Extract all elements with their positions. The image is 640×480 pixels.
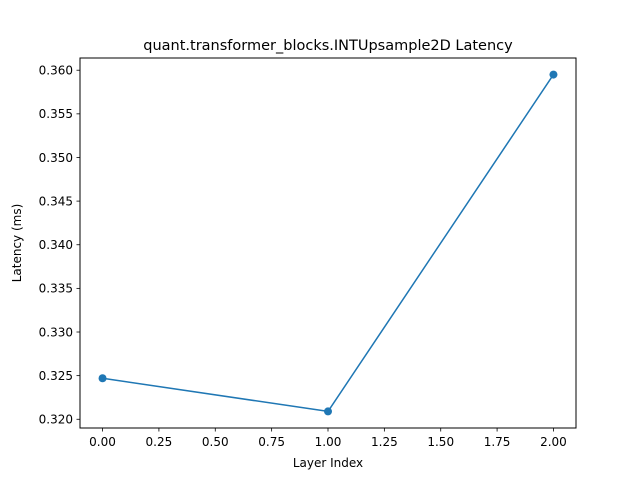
x-tick-label: 1.50 bbox=[427, 435, 454, 449]
y-tick-label: 0.330 bbox=[39, 325, 73, 339]
series-group bbox=[98, 70, 558, 416]
x-axis: 0.00 0.25 0.50 0.75 1.00 1.25 1.50 1.75 2.00 bbox=[89, 428, 567, 449]
x-tick-label: 1.25 bbox=[371, 435, 398, 449]
data-point bbox=[549, 70, 558, 79]
plot-frame bbox=[79, 57, 577, 429]
y-axis-label: Latency (ms) bbox=[10, 204, 24, 283]
x-tick-label: 0.25 bbox=[146, 435, 173, 449]
plot-area bbox=[80, 58, 576, 428]
y-tick-label: 0.335 bbox=[39, 282, 73, 296]
x-tick-label: 1.00 bbox=[315, 435, 342, 449]
x-tick-label: 0.00 bbox=[89, 435, 116, 449]
data-point bbox=[98, 374, 107, 383]
y-tick-label: 0.345 bbox=[39, 194, 73, 208]
y-tick-label: 0.340 bbox=[39, 238, 73, 252]
x-tick-label: 0.75 bbox=[258, 435, 285, 449]
y-tick-label: 0.350 bbox=[39, 151, 73, 165]
chart-title: quant.transformer_blocks.INTUpsample2D L… bbox=[143, 38, 513, 54]
x-axis-label: Layer Index bbox=[293, 456, 363, 470]
x-tick-label: 2.00 bbox=[540, 435, 567, 449]
y-tick-label: 0.355 bbox=[39, 107, 73, 121]
y-axis: 0.320 0.325 0.330 0.335 0.340 0.345 0.350 0.355… bbox=[39, 64, 80, 427]
x-tick-label: 1.75 bbox=[484, 435, 511, 449]
data-point bbox=[324, 407, 332, 416]
y-tick-label: 0.320 bbox=[39, 413, 73, 427]
y-tick-label: 0.325 bbox=[39, 369, 73, 383]
y-tick-label: 0.360 bbox=[39, 64, 73, 78]
x-tick-label: 0.50 bbox=[202, 435, 229, 449]
